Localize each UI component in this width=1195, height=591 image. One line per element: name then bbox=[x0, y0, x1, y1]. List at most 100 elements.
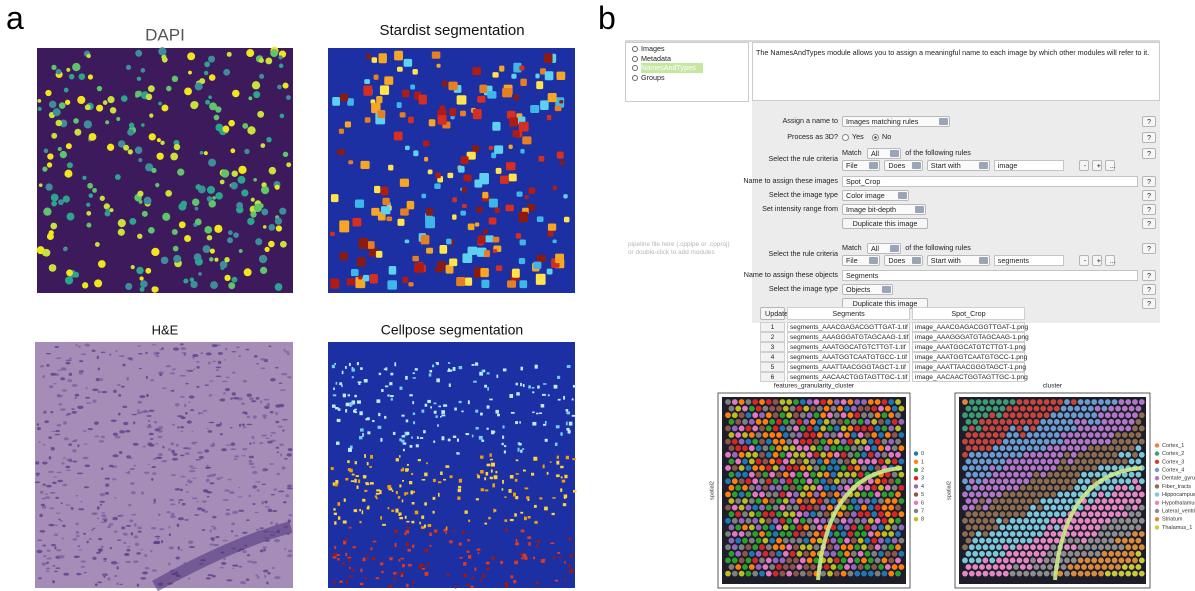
tissue-cell bbox=[180, 343, 183, 345]
spot bbox=[1068, 406, 1074, 412]
spot bbox=[979, 445, 985, 451]
button[interactable]: ... bbox=[1105, 255, 1115, 266]
update-button[interactable]: Update bbox=[760, 307, 785, 320]
setting-label: Select the image type bbox=[769, 284, 838, 294]
tissue-cell bbox=[46, 570, 50, 572]
spot bbox=[1061, 511, 1067, 517]
nucleus bbox=[85, 104, 91, 110]
spot bbox=[1071, 399, 1077, 405]
module-item[interactable]: NamesAndTypes bbox=[641, 63, 703, 73]
button[interactable]: - bbox=[1079, 160, 1089, 171]
spot bbox=[725, 478, 731, 484]
help-button[interactable]: ? bbox=[1142, 298, 1156, 309]
spot bbox=[1081, 459, 1087, 465]
tissue-cell bbox=[209, 422, 215, 424]
module-item[interactable]: Images bbox=[641, 44, 731, 54]
tissue-cell bbox=[231, 522, 235, 525]
help-button[interactable]: ? bbox=[1142, 243, 1156, 254]
dropdown[interactable]: Start with bbox=[927, 160, 990, 171]
spot bbox=[810, 538, 816, 544]
legend-label: Striatum bbox=[1162, 517, 1183, 523]
segment bbox=[409, 394, 412, 396]
tissue-cell bbox=[126, 377, 129, 381]
tissue-cell bbox=[99, 501, 105, 503]
dropdown[interactable]: Does bbox=[884, 160, 922, 171]
segment bbox=[459, 401, 462, 403]
spot bbox=[766, 478, 772, 484]
spot bbox=[871, 432, 877, 438]
segment bbox=[572, 415, 575, 417]
segment bbox=[515, 542, 519, 545]
dropdown[interactable]: Does bbox=[884, 255, 922, 266]
dropdown[interactable]: All bbox=[867, 148, 901, 159]
dropdown[interactable]: File bbox=[842, 255, 880, 266]
dropdown[interactable]: Color image bbox=[842, 190, 909, 201]
nucleus bbox=[73, 272, 79, 278]
micrograph bbox=[328, 342, 575, 588]
spot bbox=[786, 399, 792, 405]
button[interactable]: Duplicate this image bbox=[842, 218, 928, 229]
help-button[interactable]: ? bbox=[1142, 218, 1156, 229]
spot bbox=[868, 544, 874, 550]
dropdown[interactable]: Objects bbox=[842, 284, 893, 295]
segment bbox=[367, 555, 369, 559]
tissue-cell bbox=[170, 503, 176, 505]
spot bbox=[979, 459, 985, 465]
spot bbox=[1139, 439, 1145, 445]
spot bbox=[1105, 492, 1111, 498]
help-button[interactable]: ? bbox=[1142, 190, 1156, 201]
dropdown[interactable]: Image bit-depth bbox=[842, 204, 926, 215]
spot bbox=[786, 465, 792, 471]
text-field[interactable]: Segments bbox=[842, 270, 1138, 281]
help-button[interactable]: ? bbox=[1142, 204, 1156, 215]
tissue-cell bbox=[260, 527, 264, 529]
segment bbox=[370, 482, 374, 485]
tissue-cell bbox=[102, 574, 105, 576]
tissue-cell bbox=[101, 546, 104, 549]
help-button[interactable]: ? bbox=[1142, 270, 1156, 281]
button[interactable]: + bbox=[1092, 160, 1102, 171]
spot bbox=[827, 399, 833, 405]
help-button[interactable]: ? bbox=[1142, 116, 1156, 127]
spot bbox=[735, 472, 741, 478]
help-button[interactable]: ? bbox=[1142, 132, 1156, 143]
tissue-cell bbox=[186, 491, 189, 493]
nucleus bbox=[89, 193, 93, 197]
tissue-cell bbox=[213, 544, 219, 545]
spot bbox=[861, 399, 867, 405]
segment bbox=[402, 277, 408, 283]
spot bbox=[993, 551, 999, 557]
text-field[interactable]: segments bbox=[994, 255, 1064, 266]
table-cell: segments_AAACGAGACGGTTGAT-1.tif bbox=[787, 322, 910, 332]
text-field[interactable]: Spot_Crop bbox=[842, 176, 1138, 187]
spot bbox=[895, 492, 901, 498]
segment bbox=[376, 96, 382, 103]
spot bbox=[1064, 399, 1070, 405]
help-button[interactable]: ? bbox=[1142, 284, 1156, 295]
module-item[interactable]: Groups bbox=[641, 73, 731, 83]
help-button[interactable]: ? bbox=[1142, 148, 1156, 159]
button[interactable]: + bbox=[1092, 255, 1102, 266]
spot bbox=[1017, 505, 1023, 511]
button[interactable]: - bbox=[1079, 255, 1089, 266]
text-field[interactable]: image bbox=[994, 160, 1064, 171]
setting-text: of the following rules bbox=[905, 148, 971, 158]
spot bbox=[979, 525, 985, 531]
spot bbox=[1136, 485, 1142, 491]
spot bbox=[831, 485, 837, 491]
dropdown[interactable]: File bbox=[842, 160, 880, 171]
radio[interactable] bbox=[842, 134, 849, 141]
module-item[interactable]: Metadata bbox=[641, 54, 731, 64]
button[interactable]: ... bbox=[1105, 160, 1115, 171]
segment bbox=[389, 557, 392, 560]
spot bbox=[803, 511, 809, 517]
tissue-cell bbox=[268, 509, 273, 513]
help-button[interactable]: ? bbox=[1142, 176, 1156, 187]
dropdown[interactable]: Images matching rules bbox=[842, 116, 950, 127]
nucleus bbox=[47, 162, 52, 167]
table-cell: image_AAATGGCATGTCTTGT-1.png bbox=[912, 342, 1025, 352]
dropdown[interactable]: Start with bbox=[927, 255, 990, 266]
spot bbox=[1078, 439, 1084, 445]
radio[interactable] bbox=[872, 134, 879, 141]
dropdown[interactable]: All bbox=[867, 243, 901, 254]
